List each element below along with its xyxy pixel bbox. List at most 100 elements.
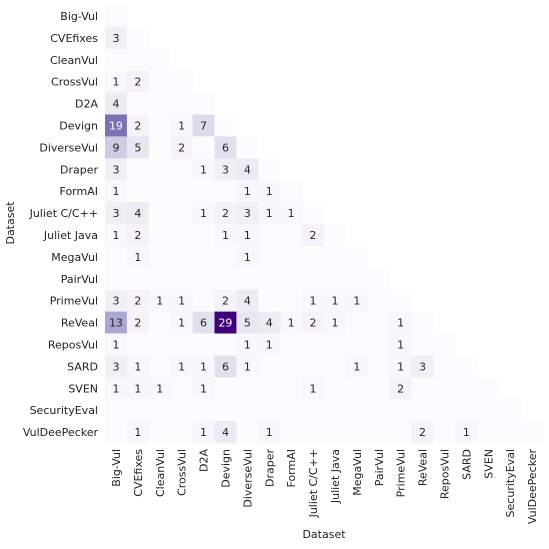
y-tick-labels: Big-Vul CVEfixes CleanVul CrossVul D2A Devign…: [23, 10, 99, 439]
heatmap-cell: [148, 48, 171, 71]
y-tick-d2a: D2A: [75, 98, 98, 111]
cell-value-label: 1: [200, 207, 207, 220]
heatmap-cell: [258, 224, 281, 247]
cell-value-label: 1: [244, 360, 251, 373]
heatmap-cell: [280, 224, 303, 247]
heatmap-cell: [126, 158, 150, 181]
heatmap-cell: [105, 377, 128, 400]
heatmap-cell: [302, 333, 325, 356]
heatmap-cell: [324, 245, 347, 269]
heatmap-cell: [126, 70, 150, 93]
cell-value-label: 3: [419, 360, 426, 373]
x-tick-juliet-java: Juliet Java: [329, 449, 342, 504]
heatmap-cell: [236, 158, 259, 181]
cell-value-label: 1: [266, 338, 273, 351]
heatmap-cell: [105, 158, 128, 181]
heatmap-cell: [433, 421, 456, 444]
cell-value-label: 19: [109, 119, 123, 132]
heatmap-cell: [258, 289, 281, 312]
heatmap-cell: [126, 355, 150, 378]
y-tick-reposvul: ReposVul: [48, 338, 98, 351]
heatmap-cell: [105, 245, 128, 269]
heatmap-cell: [455, 421, 478, 444]
heatmap-cell: [280, 311, 303, 334]
cell-value-label: 1: [266, 185, 273, 198]
cell-value-label: 5: [134, 141, 141, 154]
x-tick-crossvul: CrossVul: [176, 449, 189, 496]
cell-value-label: 9: [112, 141, 119, 154]
heatmap-cell: [236, 180, 259, 203]
heatmap-cell: [148, 224, 171, 247]
heatmap-cell: [324, 377, 347, 400]
y-tick-pairvul: PairVul: [61, 273, 98, 286]
cell-value-label: 1: [353, 295, 360, 308]
cell-value-label: 1: [397, 360, 404, 373]
cell-value-label: 2: [310, 229, 317, 242]
x-tick-reveal: ReVeal: [417, 449, 430, 486]
heatmap-cell: [236, 224, 259, 247]
heatmap-cell: [367, 421, 390, 444]
cell-value-label: 2: [178, 141, 185, 154]
heatmap-cell: [411, 355, 434, 378]
cell-value-label: 4: [266, 317, 273, 330]
heatmap-cell: [170, 267, 193, 290]
x-tick-juliet-c-c: Juliet C/C++: [307, 449, 320, 518]
heatmap-cell: [214, 399, 237, 422]
x-tick-primevul: PrimeVul: [395, 449, 408, 497]
x-tick-sard: SARD: [460, 449, 473, 480]
heatmap-cell: [192, 399, 215, 422]
heatmap-cell: [148, 70, 171, 93]
cell-value-label: 1: [178, 119, 185, 132]
heatmap-cell: [477, 399, 500, 422]
cell-value-label: 1: [112, 338, 119, 351]
heatmap-cell: [214, 421, 237, 444]
heatmap-cell: [214, 377, 237, 400]
heatmap-cell: [499, 399, 522, 422]
cell-value-label: 2: [134, 295, 141, 308]
heatmap-cell: [345, 377, 369, 400]
y-tick-juliet-java: Juliet Java: [43, 229, 98, 242]
heatmap-cell: [280, 289, 303, 312]
heatmap-cell: [105, 26, 128, 50]
heatmap-cell: [411, 399, 434, 422]
heatmap-cell: [126, 421, 150, 444]
heatmap-cell: [126, 224, 150, 247]
heatmap-cell: [126, 48, 150, 71]
heatmap-cell: [192, 421, 215, 444]
heatmap-cell: [105, 289, 128, 312]
heatmap-cell: [170, 202, 193, 225]
heatmap-cell: [345, 267, 369, 290]
heatmap-cell: [280, 202, 303, 225]
heatmap-cell: [170, 180, 193, 203]
heatmap-cell: [433, 399, 456, 422]
heatmap-cell: [324, 289, 347, 312]
cell-value-label: 1: [331, 295, 338, 308]
heatmap-cell: [258, 267, 281, 290]
x-tick-draper: Draper: [263, 449, 276, 487]
y-tick-draper: Draper: [60, 163, 98, 176]
heatmap-cell: [192, 92, 215, 115]
y-tick-reveal: ReVeal: [61, 317, 98, 330]
y-tick-megavul: MegaVul: [51, 251, 98, 264]
cell-value-label: 1: [200, 360, 207, 373]
heatmap-cell: [126, 311, 150, 334]
y-tick-cleanvul: CleanVul: [50, 54, 98, 67]
x-tick-megavul: MegaVul: [351, 449, 364, 496]
cell-value-label: 3: [244, 207, 251, 220]
heatmap-cell: [192, 202, 215, 225]
heatmap-cell: [192, 333, 215, 356]
heatmap-cell: [280, 355, 303, 378]
heatmap-cell: [433, 355, 456, 378]
cell-value-label: 1: [134, 251, 141, 264]
x-tick-d2a: D2A: [198, 449, 211, 472]
heatmap-cell: [105, 5, 128, 28]
heatmap-cell: [214, 180, 237, 203]
heatmap-cell: [148, 114, 171, 137]
cell-value-label: 13: [109, 317, 123, 330]
x-tick-formai: FormAI: [285, 449, 298, 487]
heatmap-cell: [126, 202, 150, 225]
heatmap-cell: [192, 377, 215, 400]
heatmap-cell: [411, 421, 434, 444]
heatmap-cell: [170, 399, 193, 422]
